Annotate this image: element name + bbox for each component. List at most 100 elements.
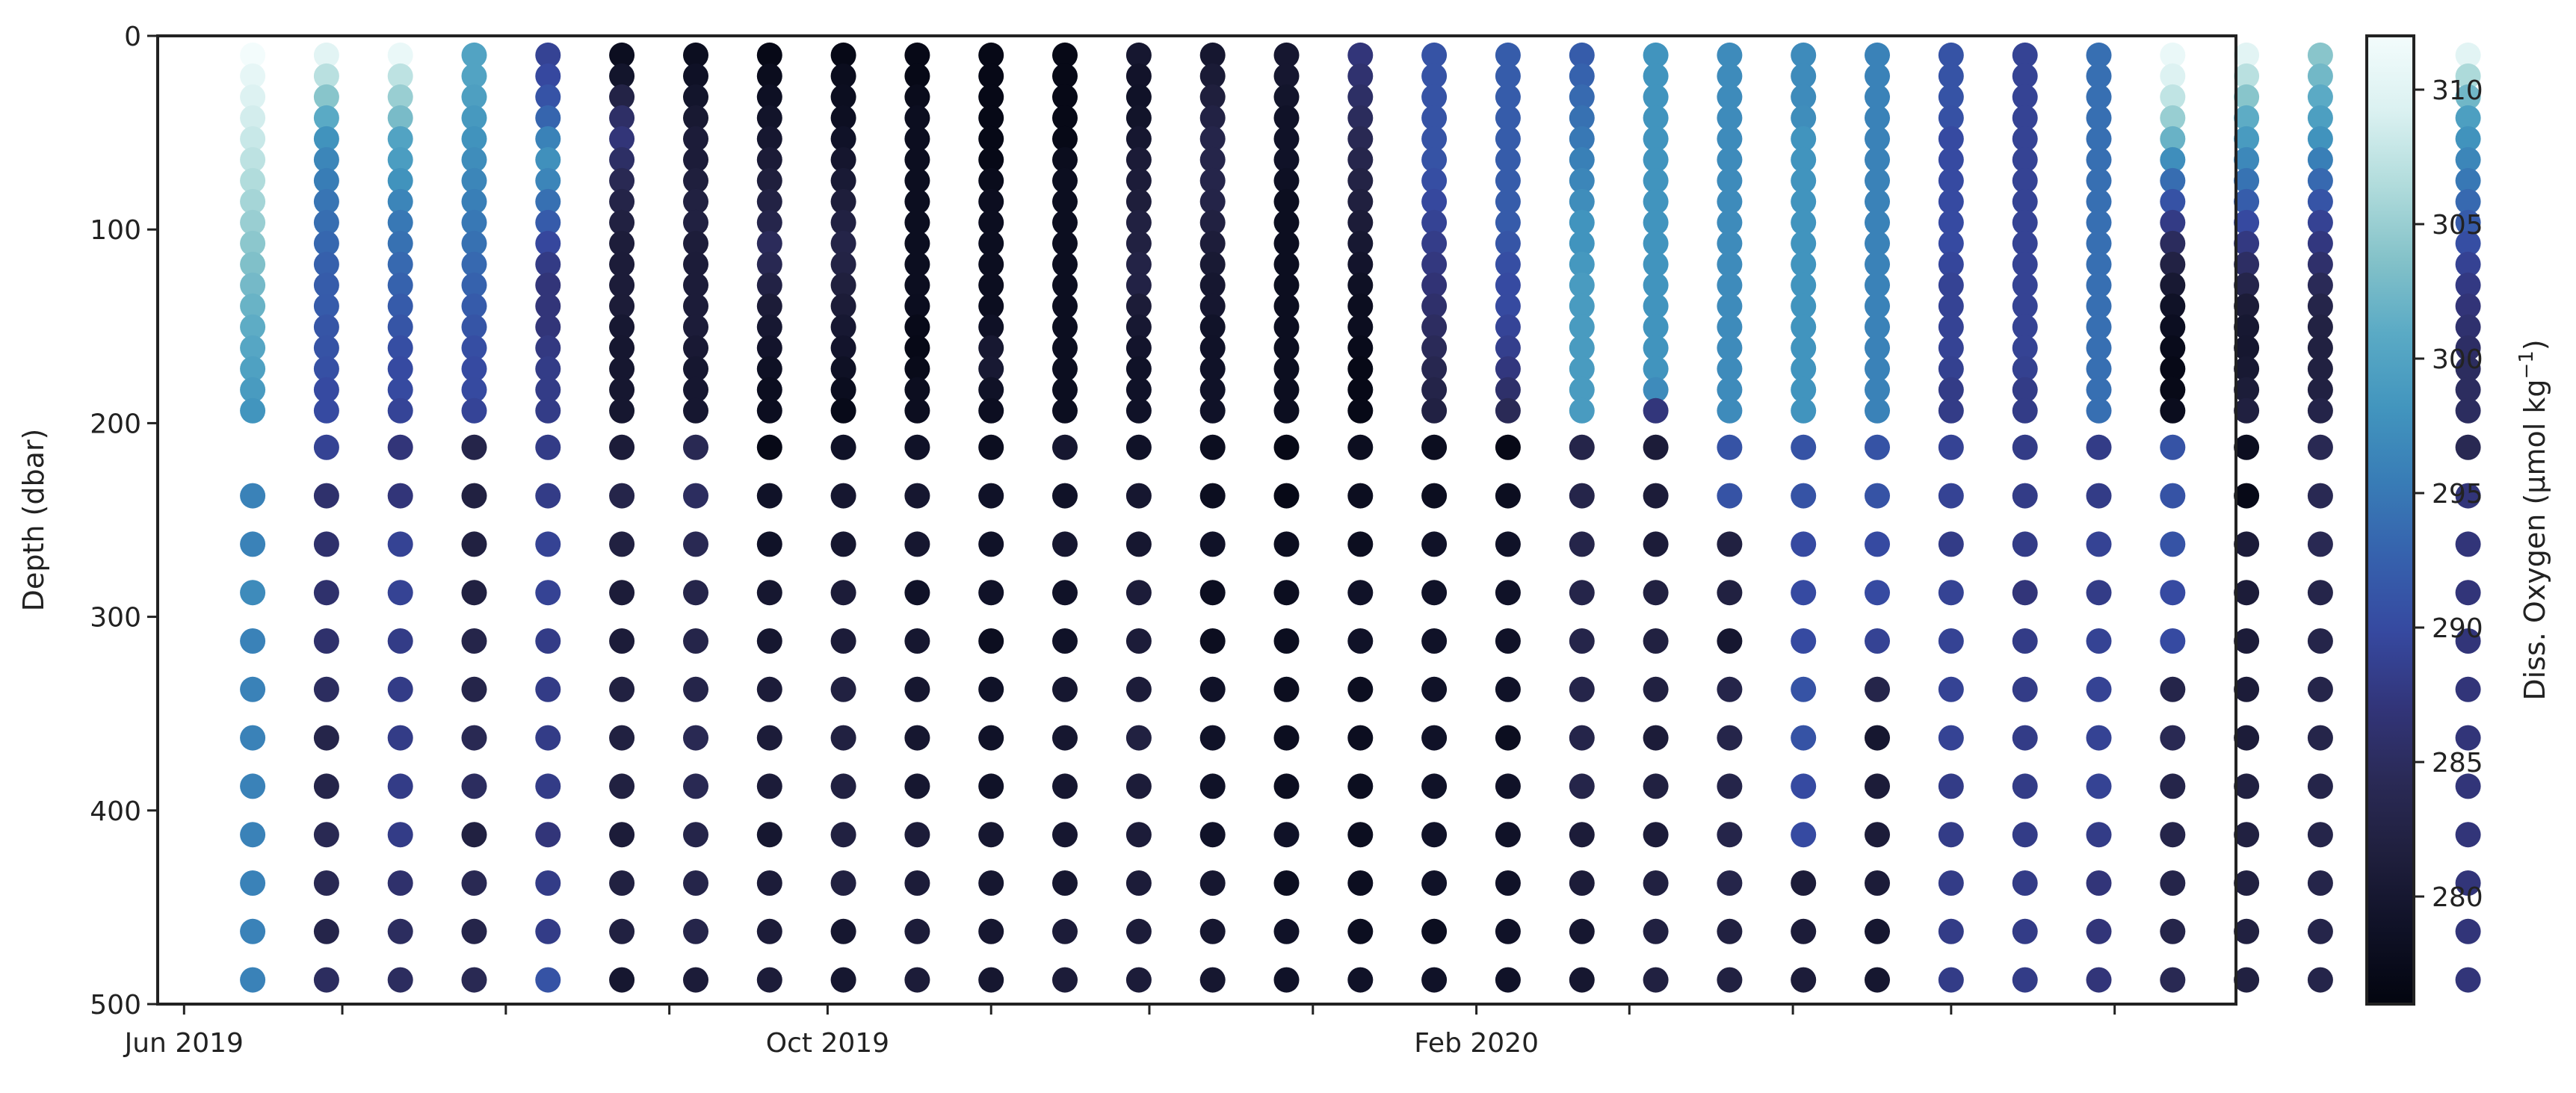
data-point [683,251,708,277]
data-point [1199,483,1226,509]
data-point [904,251,930,277]
data-point [756,272,782,298]
data-point [2160,483,2186,509]
data-point [1421,870,1448,896]
data-point [978,167,1004,193]
data-point [1643,167,1669,193]
data-point [1717,335,1743,361]
data-point [2234,531,2260,557]
data-point [461,188,487,214]
colorbar-tick-label: 290 [2432,613,2483,644]
data-point [1125,126,1152,152]
data-point [1643,314,1669,340]
data-point [2455,188,2481,214]
data-point [609,377,635,403]
data-point [2455,725,2481,751]
data-point [1569,434,1595,460]
data-point [1347,188,1374,214]
data-point [1495,126,1521,152]
data-point [904,967,930,993]
data-point [1865,251,1890,277]
data-point [756,84,782,110]
data-point [1052,870,1078,896]
data-point [2086,870,2112,896]
data-point [1199,377,1226,403]
data-point [1717,822,1743,848]
data-point [1938,209,1964,235]
data-point [1938,188,1964,214]
data-point [904,822,930,848]
data-point [830,105,856,131]
data-point [609,434,635,460]
data-point [1569,580,1595,606]
data-point [2307,397,2333,424]
data-point [2086,397,2112,424]
data-point [1125,84,1152,110]
data-point [313,272,339,298]
data-point [240,870,266,896]
data-point [1421,580,1448,606]
data-point [683,773,708,799]
data-point [2307,377,2333,403]
data-point [535,725,561,751]
data-point [1199,397,1226,424]
data-point [1347,209,1374,235]
data-point [1421,531,1448,557]
data-point [461,918,487,944]
data-point [1495,272,1521,298]
data-point [313,209,339,235]
data-point [461,335,487,361]
data-point [683,628,708,654]
data-point [1052,230,1078,256]
data-point [2160,251,2186,277]
data-point [1052,84,1078,110]
x-tick-label: Jun 2019 [123,1028,244,1059]
data-point [461,63,487,89]
data-point [2307,42,2333,68]
data-point [1052,725,1078,751]
data-point [1052,42,1078,68]
data-point [240,293,266,319]
data-point [2086,188,2112,214]
data-point [978,188,1004,214]
data-point [240,628,266,654]
x-axis: Jun 2019 Oct 2019 Feb 2020 [123,1004,2116,1059]
data-point [1791,146,1817,173]
data-point [1125,725,1152,751]
data-point [2234,42,2260,68]
data-point [830,580,856,606]
data-point [683,230,708,256]
data-point [2160,434,2186,460]
data-point [978,773,1004,799]
data-point [1421,209,1448,235]
data-point [1938,397,1964,424]
data-point [461,167,487,193]
data-point [830,209,856,235]
data-point [1347,725,1374,751]
data-point [387,188,413,214]
data-point [1643,967,1669,993]
data-point [2455,42,2481,68]
data-point [535,188,561,214]
data-point [240,483,266,509]
data-point [1569,531,1595,557]
x-tick-label: Oct 2019 [766,1028,889,1059]
data-point [535,84,561,110]
data-point [978,230,1004,256]
data-point [756,335,782,361]
data-point [2307,676,2333,702]
data-point [2160,822,2186,848]
data-point [313,356,339,382]
data-point [387,293,413,319]
data-point [1052,314,1078,340]
data-point [1347,870,1374,896]
data-point [683,188,708,214]
data-point [2234,84,2260,110]
data-point [2455,870,2481,896]
data-point [683,918,708,944]
y-axis: 0 100 200 300 400 500 [90,22,158,1021]
data-point [2455,84,2481,110]
data-point [1421,105,1448,131]
data-point [756,314,782,340]
data-point [1421,676,1448,702]
